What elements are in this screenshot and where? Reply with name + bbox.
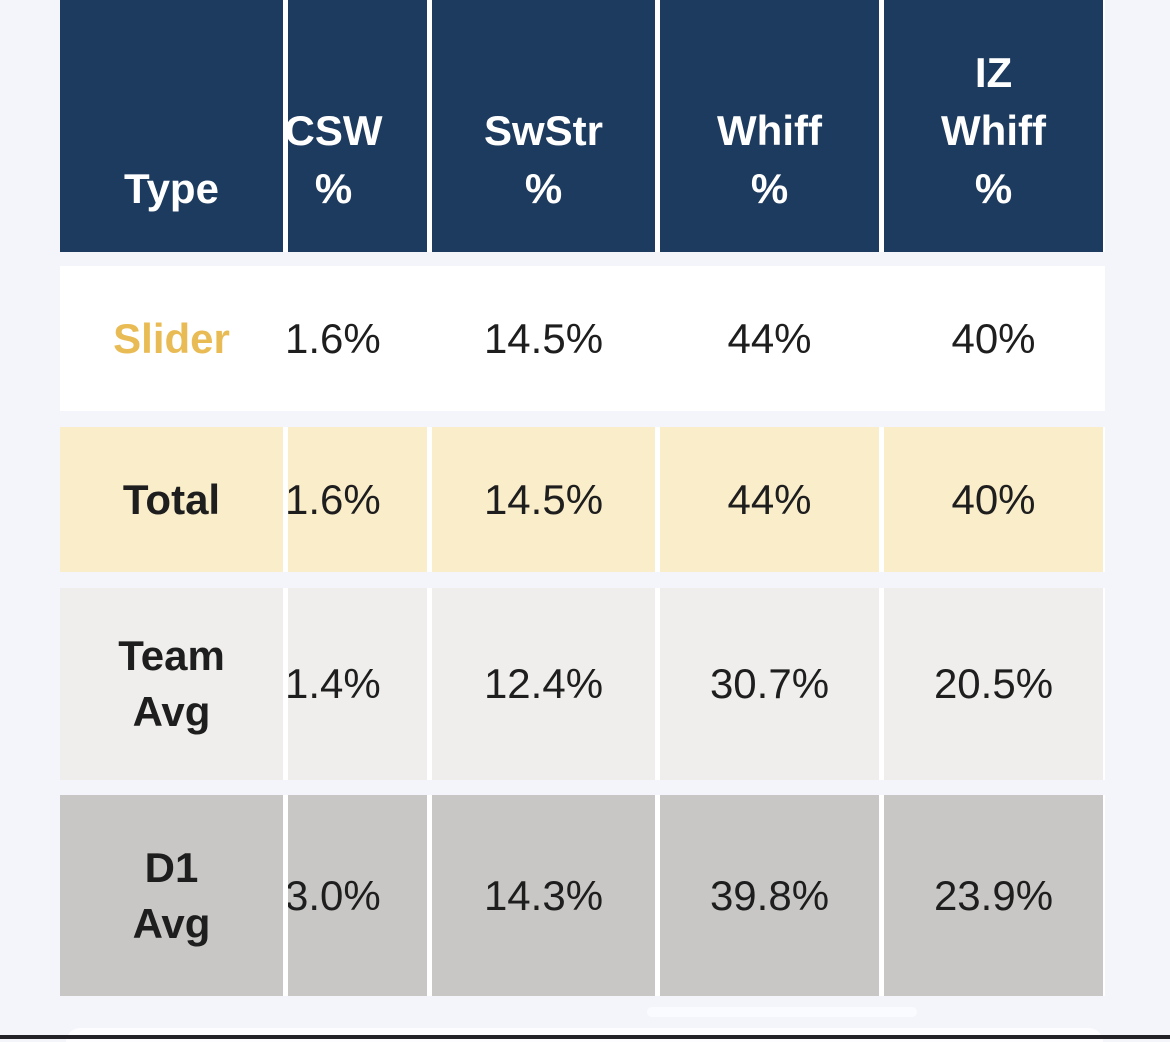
row-total: Total 1.6% 14.5% 44% 40% [60, 427, 1105, 572]
header-whiff-pct: Whiff % [660, 0, 879, 252]
d1-avg-csw-value: 3.0% [288, 871, 381, 919]
cell-slider-swstr: 14.5% [432, 266, 655, 411]
cell-slider-csw: 1.6% [288, 266, 427, 411]
cell-team-avg-whiff: 30.7% [660, 588, 879, 780]
row-d1-avg: D1 Avg 3.0% 14.3% 39.8% 23.9% [60, 795, 1105, 996]
header-type: Type [60, 0, 283, 252]
row-team-avg: Team Avg 1.4% 12.4% 30.7% 20.5% [60, 588, 1105, 780]
slider-whiff-value: 44% [727, 314, 812, 362]
cell-total-whiff: 44% [660, 427, 879, 572]
cell-slider-type: Slider [60, 266, 283, 411]
total-iz-whiff-value: 40% [951, 475, 1036, 523]
cell-team-avg-iz-whiff: 20.5% [884, 588, 1103, 780]
cell-slider-whiff: 44% [660, 266, 879, 411]
team-avg-csw-value: 1.4% [288, 660, 381, 707]
cell-d1-avg-iz-whiff: 23.9% [884, 795, 1103, 996]
cell-team-avg-csw: 1.4% [288, 588, 427, 780]
header-iz-whiff-pct: IZ Whiff % [884, 0, 1103, 252]
pitch-stats-table[interactable]: Type CSW % SwStr % Whiff % IZ Whiff % Sl… [60, 0, 1105, 996]
total-type-label: Total [122, 475, 221, 523]
cell-total-iz-whiff: 40% [884, 427, 1103, 572]
bottom-dark-bar [0, 1035, 1170, 1039]
cell-d1-avg-type: D1 Avg [60, 795, 283, 996]
team-avg-whiff-value: 30.7% [709, 660, 830, 707]
team-avg-iz-whiff-value: 20.5% [933, 660, 1054, 707]
cell-team-avg-type: Team Avg [60, 588, 283, 780]
cell-total-swstr: 14.5% [432, 427, 655, 572]
header-swstr-pct: SwStr % [432, 0, 655, 252]
d1-avg-type-label: D1 Avg [132, 843, 211, 947]
slider-type-label: Slider [113, 314, 230, 362]
d1-avg-whiff-value: 39.8% [709, 871, 830, 919]
d1-avg-iz-whiff-value: 23.9% [933, 871, 1054, 919]
total-whiff-value: 44% [727, 475, 812, 523]
table-header-row: Type CSW % SwStr % Whiff % IZ Whiff % [60, 0, 1105, 252]
header-iz-whiff-label: IZ Whiff % [941, 49, 1046, 212]
total-csw-value: 1.6% [288, 475, 381, 523]
header-swstr-label: SwStr % [483, 107, 604, 212]
slider-iz-whiff-value: 40% [951, 314, 1036, 362]
cell-slider-iz-whiff: 40% [884, 266, 1103, 411]
total-swstr-value: 14.5% [483, 475, 604, 523]
header-type-label: Type [124, 165, 219, 212]
cell-d1-avg-swstr: 14.3% [432, 795, 655, 996]
team-avg-swstr-value: 12.4% [483, 660, 604, 707]
team-avg-type-label: Team Avg [118, 632, 225, 735]
horizontal-scrollbar[interactable] [647, 1007, 917, 1017]
header-csw-label: CSW % [288, 107, 383, 212]
cell-d1-avg-csw: 3.0% [288, 795, 427, 996]
cell-total-type: Total [60, 427, 283, 572]
d1-avg-swstr-value: 14.3% [483, 871, 604, 919]
cell-d1-avg-whiff: 39.8% [660, 795, 879, 996]
cell-team-avg-swstr: 12.4% [432, 588, 655, 780]
row-slider: Slider 1.6% 14.5% 44% 40% [60, 266, 1105, 411]
header-whiff-label: Whiff % [717, 107, 822, 212]
slider-swstr-value: 14.5% [483, 314, 604, 362]
slider-csw-value: 1.6% [288, 314, 381, 362]
header-csw-pct: CSW % [288, 0, 427, 252]
cell-total-csw: 1.6% [288, 427, 427, 572]
